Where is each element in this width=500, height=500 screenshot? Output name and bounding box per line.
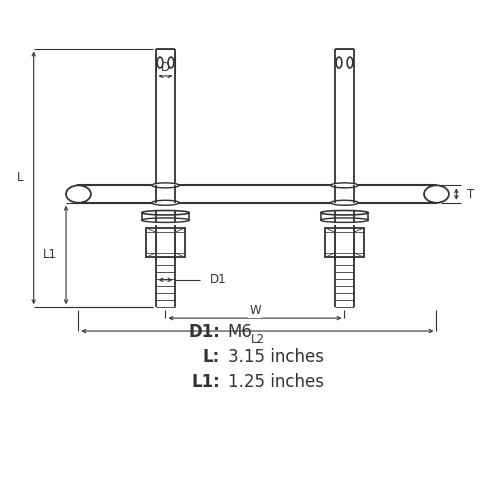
Text: L1:: L1: (192, 373, 220, 391)
Ellipse shape (424, 186, 449, 203)
Ellipse shape (336, 57, 342, 68)
Bar (156, 48, 176, 186)
Text: L: L (18, 172, 24, 184)
Ellipse shape (320, 218, 368, 222)
Ellipse shape (152, 200, 179, 205)
Ellipse shape (331, 200, 358, 205)
Text: L:: L: (203, 348, 220, 366)
Text: T: T (468, 188, 474, 200)
Ellipse shape (168, 57, 174, 68)
Bar (78, 186, 436, 203)
Ellipse shape (157, 57, 163, 68)
Ellipse shape (66, 186, 91, 203)
Ellipse shape (142, 210, 190, 215)
Text: W: W (249, 304, 261, 316)
Bar (156, 258, 176, 307)
Text: 1.25 inches: 1.25 inches (228, 373, 324, 391)
Text: D1: D1 (210, 274, 227, 286)
Ellipse shape (142, 218, 190, 222)
Text: L2: L2 (250, 334, 264, 346)
Text: 3.15 inches: 3.15 inches (228, 348, 324, 366)
Bar (142, 212, 190, 220)
Bar (320, 212, 368, 220)
Ellipse shape (347, 57, 353, 68)
Bar (334, 258, 354, 307)
Text: D1:: D1: (188, 323, 220, 341)
Ellipse shape (152, 183, 179, 188)
Ellipse shape (320, 210, 368, 215)
Bar (334, 48, 354, 186)
Bar (324, 228, 364, 258)
Text: L1: L1 (43, 248, 57, 262)
Ellipse shape (331, 183, 358, 188)
Text: D: D (161, 60, 170, 74)
Text: M6: M6 (228, 323, 252, 341)
Bar (146, 228, 186, 258)
